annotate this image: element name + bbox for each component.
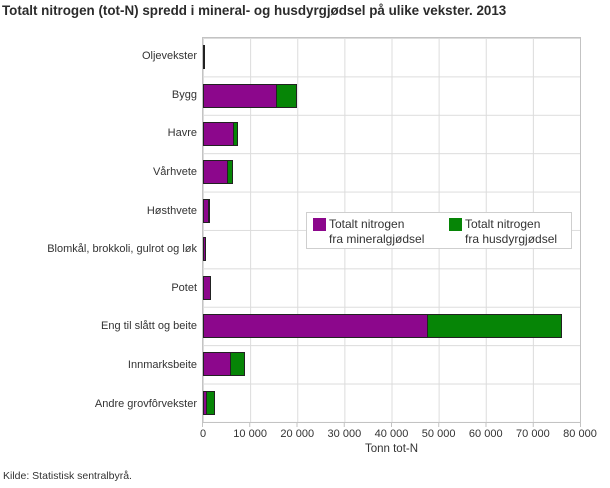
- bar-segment-mineral: [203, 237, 207, 262]
- x-axis-label: Tonn tot-N: [364, 443, 419, 455]
- category-label: Blomkål, brokkoli, gulrot og løk: [47, 243, 197, 256]
- legend-swatch-husdyr: [449, 218, 462, 231]
- bar-segment-mineral: [203, 352, 232, 377]
- bar-segment-husdyr: [231, 352, 246, 377]
- bar-segment-husdyr: [207, 390, 216, 415]
- legend-label-line: Totalt nitrogen: [329, 217, 405, 231]
- bar-row: [203, 38, 580, 76]
- bar-row: [203, 384, 580, 422]
- x-tick-label: 40 000: [374, 428, 409, 440]
- bar-row: [203, 115, 580, 153]
- bar-row: [203, 307, 580, 345]
- bar-row: [203, 230, 580, 268]
- legend: Totalt nitrogen fra mineralgjødsel Total…: [306, 212, 572, 249]
- bar-row: [203, 76, 580, 114]
- category-label: Vårhvete: [152, 166, 197, 179]
- category-label: Bygg: [171, 88, 197, 101]
- bar-segment-husdyr: [276, 83, 297, 108]
- category-label: Oljevekster: [141, 50, 197, 63]
- legend-label-husdyr: Totalt nitrogen fra husdyrgjødsel: [465, 217, 557, 246]
- category-label: Andre grovfôrvekster: [94, 397, 197, 410]
- bar-segment-mineral: [203, 314, 429, 339]
- x-tick-label: 0: [199, 428, 207, 440]
- category-label: Innmarksbeite: [127, 359, 197, 372]
- legend-item-mineral: Totalt nitrogen fra mineralgjødsel: [313, 217, 449, 246]
- bar-row: [203, 153, 580, 191]
- category-labels: Oljevekster Bygg Havre Vårhvete Høsthvete Blo…: [0, 37, 197, 423]
- bar-segment-mineral: [203, 45, 205, 70]
- legend-label-line: fra mineralgjødsel: [329, 231, 425, 246]
- category-label: Eng til slått og beite: [100, 320, 197, 333]
- legend-label-line: Totalt nitrogen: [465, 217, 541, 231]
- x-tick-label: 60 000: [468, 428, 503, 440]
- category-label: Høsthvete: [146, 204, 197, 217]
- bar-segment-mineral: [203, 390, 208, 415]
- bar-segment-mineral: [203, 160, 228, 185]
- bar-segment-mineral: [203, 83, 277, 108]
- x-axis-tickmarks: [202, 423, 581, 427]
- bar-segment-husdyr: [227, 160, 233, 185]
- x-tick-label: 80 000: [563, 428, 597, 440]
- bar-segment-husdyr: [428, 314, 563, 339]
- bar-segment-mineral: [203, 198, 210, 223]
- bar-segment-husdyr: [209, 198, 211, 223]
- category-label: Potet: [171, 281, 197, 294]
- x-tick-label: 20 000: [280, 428, 315, 440]
- legend-label-line: fra husdyrgjødsel: [465, 231, 558, 246]
- x-tick-label: 70 000: [516, 428, 550, 440]
- legend-swatch-mineral: [313, 218, 326, 231]
- bar-row: [203, 192, 580, 230]
- legend-item-husdyr: Totalt nitrogen fra husdyrgjødsel: [449, 217, 557, 246]
- legend-label-mineral: Totalt nitrogen fra mineralgjødsel: [329, 217, 424, 246]
- bar-row: [203, 268, 580, 306]
- bar-segment-mineral: [203, 275, 211, 300]
- bar-segment-mineral: [203, 122, 235, 147]
- x-axis-tick-labels: 0 10 000 20 000 30 000 40 000 50 000 60 000 70 …: [199, 428, 597, 441]
- bar-row: [203, 345, 580, 383]
- x-tick-label: 10 000: [233, 428, 267, 440]
- x-tick-label: 50 000: [421, 428, 456, 440]
- bar-segment-husdyr: [234, 122, 238, 147]
- x-tick-label: 30 000: [327, 428, 362, 440]
- category-label: Havre: [167, 127, 197, 140]
- source-note: Kilde: Statistisk sentralbyrå.: [3, 470, 132, 482]
- chart-title: Totalt nitrogen (tot-N) spredd i mineral…: [2, 3, 507, 18]
